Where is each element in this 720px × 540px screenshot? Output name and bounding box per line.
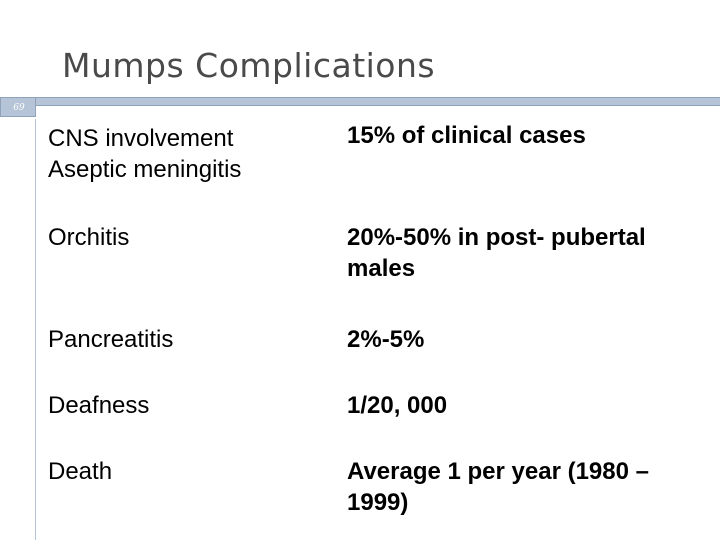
value-cell: 20%-50% in post- pubertal males (347, 224, 646, 282)
condition-cell: Death (48, 458, 113, 485)
left-rule (35, 119, 36, 540)
slide-title: Mumps Complications (62, 46, 436, 85)
condition-cell: Orchitis (48, 224, 130, 251)
slide-number: 69 (13, 103, 25, 113)
slide-number-box: 69 (0, 97, 36, 117)
condition-cell: Deafness (48, 392, 150, 419)
value-cell: Average 1 per year (1980 – 1999) (347, 458, 649, 516)
condition-cell: Pancreatitis (48, 326, 174, 353)
value-cell: 1/20, 000 (347, 392, 448, 419)
condition-cell: CNS involvement Aseptic meningitis (48, 125, 242, 183)
title-bar: 69 (0, 97, 720, 119)
value-cell: 2%-5% (347, 326, 425, 353)
value-cell: 15% of clinical cases (347, 122, 586, 149)
title-accent-line (36, 97, 720, 106)
